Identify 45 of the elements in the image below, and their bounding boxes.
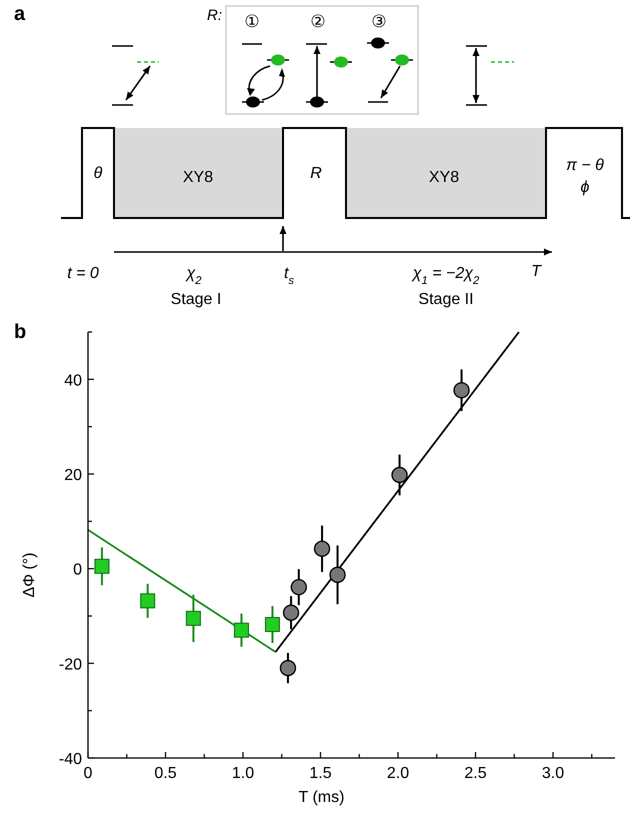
text: R:	[207, 7, 222, 24]
point	[290, 578, 307, 596]
text: χ$_{1}$ = −2χ$_{2}$	[410, 265, 480, 287]
y-tick-label: 0	[73, 562, 82, 579]
text: T	[531, 263, 542, 280]
point	[234, 622, 249, 638]
y-tick-label: 20	[64, 467, 82, 484]
x-tick-label: 1.5	[309, 765, 332, 782]
point	[314, 540, 330, 557]
y-tick-label: 40	[64, 372, 82, 390]
text: ①	[244, 12, 260, 32]
point	[264, 617, 280, 632]
y-tick-label: -40	[58, 751, 82, 768]
text: θ	[94, 165, 103, 182]
point	[140, 593, 156, 608]
text: χ$_{2}$	[184, 265, 202, 287]
text: b	[14, 321, 26, 343]
x-tick-label: 0	[84, 765, 93, 782]
text: ϕ	[580, 179, 590, 196]
point	[94, 558, 110, 574]
x-tick-label: 0.5	[154, 765, 177, 782]
point	[186, 610, 201, 626]
point	[329, 566, 346, 583]
text: XY8	[428, 169, 460, 186]
x-tick-label: 2.0	[386, 765, 410, 782]
x-tick-label: 1.0	[232, 765, 254, 782]
point	[453, 382, 470, 398]
text: Stage I	[170, 291, 222, 308]
y-tick-label: -20	[58, 656, 82, 674]
x-tick-label: 3.0	[542, 765, 564, 782]
text: t$_{s}$	[284, 265, 294, 287]
text: R	[310, 165, 322, 182]
x-tick-label: 2.5	[464, 765, 487, 782]
point	[282, 604, 300, 621]
y-axis-title: ΔΦ (°)	[21, 552, 38, 598]
text: t = 0	[67, 265, 99, 282]
x-axis-title: T (ms)	[298, 789, 344, 806]
text: ③	[371, 12, 387, 32]
text: a	[14, 3, 26, 25]
point	[391, 466, 408, 484]
text: Stage II	[418, 291, 474, 308]
point	[280, 660, 296, 676]
text: ②	[310, 12, 326, 32]
text: XY8	[182, 169, 214, 186]
text: π − θ	[566, 157, 604, 174]
